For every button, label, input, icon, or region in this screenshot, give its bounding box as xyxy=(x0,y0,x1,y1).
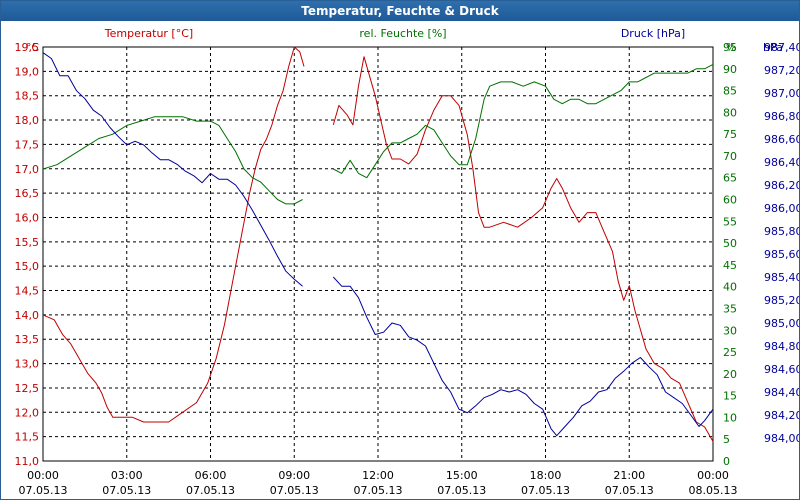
pressure-tick-label: 985,00 xyxy=(764,317,799,330)
pressure-tick-label: 986,00 xyxy=(764,202,799,215)
humidity-tick-label: 15 xyxy=(723,390,737,403)
pressure-tick-label: 986,20 xyxy=(764,179,799,192)
humidity-tick-label: 50 xyxy=(723,237,737,250)
pressure-tick-label: 987,40 xyxy=(764,41,799,54)
pressure-tick-label: 984,60 xyxy=(764,363,799,376)
humidity-tick-label: 20 xyxy=(723,368,737,381)
humidity-unit: % xyxy=(726,41,736,54)
pressure-line xyxy=(332,276,714,437)
temperature-line xyxy=(42,46,305,423)
temp-tick-label: 11,5 xyxy=(15,431,40,444)
humidity-tick-label: 35 xyxy=(723,302,737,315)
humidity-line xyxy=(333,63,714,179)
humidity-tick-label: 10 xyxy=(723,411,737,424)
x-tick-time: 03:00 xyxy=(111,469,143,482)
humidity-tick-label: 75 xyxy=(723,128,737,141)
x-tick-date: 07.05.13 xyxy=(186,484,235,497)
pressure-tick-label: 984,00 xyxy=(764,432,799,445)
humidity-tick-label: 55 xyxy=(723,215,737,228)
humidity-line xyxy=(42,116,303,205)
humidity-axis-title: rel. Feuchte [%] xyxy=(359,27,446,40)
x-tick-date: 07.05.13 xyxy=(521,484,570,497)
humidity-tick-label: 65 xyxy=(723,172,737,185)
temp-tick-label: 11,0 xyxy=(15,455,40,468)
humidity-tick-label: 45 xyxy=(723,259,737,272)
tick-labels: 00:00 07.05.13 03:00 07.05.13 06:00 07.05.13 0… xyxy=(15,41,800,497)
humidity-tick-label: 25 xyxy=(723,346,737,359)
temp-tick-label: 16,5 xyxy=(15,187,40,200)
temp-tick-label: 13,5 xyxy=(15,333,40,346)
humidity-tick-label: 85 xyxy=(723,85,737,98)
humidity-tick-label: 30 xyxy=(723,324,737,337)
temp-tick-label: 14,0 xyxy=(15,309,40,322)
window-title: Temperatur, Feuchte & Druck xyxy=(1,1,799,21)
x-tick-date: 07.05.13 xyxy=(605,484,654,497)
temp-tick-label: 17,5 xyxy=(15,138,40,151)
pressure-tick-label: 987,00 xyxy=(764,87,799,100)
pressure-tick-label: 985,40 xyxy=(764,271,799,284)
pressure-tick-label: 987,20 xyxy=(764,64,799,77)
temp-tick-label: 18,0 xyxy=(15,114,40,127)
x-tick-time: 12:00 xyxy=(362,469,394,482)
x-tick-time: 00:00 xyxy=(27,469,59,482)
pressure-tick-label: 986,60 xyxy=(764,133,799,146)
pressure-tick-label: 985,80 xyxy=(764,225,799,238)
series-lines xyxy=(42,46,714,442)
x-tick-date: 07.05.13 xyxy=(437,484,486,497)
temp-tick-label: 15,5 xyxy=(15,236,40,249)
x-tick-date: 07.05.13 xyxy=(102,484,151,497)
temp-tick-label: 16,0 xyxy=(15,211,40,224)
temp-tick-label: 19,0 xyxy=(15,65,40,78)
x-tick-time: 00:00 xyxy=(697,469,729,482)
x-tick-time: 15:00 xyxy=(446,469,478,482)
temp-tick-label: 13,0 xyxy=(15,358,40,371)
humidity-tick-label: 95 xyxy=(723,41,737,54)
temp-tick-label: 14,5 xyxy=(15,285,40,298)
temp-tick-label: 19,5 xyxy=(15,41,40,54)
temp-tick-label: 17,0 xyxy=(15,163,40,176)
pressure-tick-label: 984,40 xyxy=(764,386,799,399)
pressure-tick-label: 984,80 xyxy=(764,340,799,353)
humidity-tick-label: 0 xyxy=(723,455,730,468)
temp-axis-title: Temperatur [°C] xyxy=(104,27,193,40)
x-tick-time: 21:00 xyxy=(613,469,645,482)
humidity-tick-label: 80 xyxy=(723,106,737,119)
x-tick-time: 18:00 xyxy=(530,469,562,482)
x-tick-date: 07.05.13 xyxy=(270,484,319,497)
pressure-tick-label: 985,60 xyxy=(764,248,799,261)
temp-unit: °C xyxy=(26,41,40,54)
pressure-tick-label: 986,40 xyxy=(764,156,799,169)
axis-labels: Temperatur [°C] rel. Feuchte [%] Druck [… xyxy=(26,27,783,54)
temp-tick-label: 18,5 xyxy=(15,90,40,103)
humidity-tick-label: 5 xyxy=(723,433,730,446)
x-tick-date: 07.05.13 xyxy=(19,484,68,497)
pressure-tick-label: 984,20 xyxy=(764,409,799,422)
humidity-tick-label: 70 xyxy=(723,150,737,163)
humidity-tick-label: 60 xyxy=(723,194,737,207)
x-tick-date: 07.05.13 xyxy=(354,484,403,497)
temp-tick-label: 12,0 xyxy=(15,406,40,419)
grid-lines xyxy=(43,47,713,461)
pressure-axis-title: Druck [hPa] xyxy=(621,27,685,40)
temp-tick-label: 15,0 xyxy=(15,260,40,273)
pressure-tick-label: 985,20 xyxy=(764,294,799,307)
x-tick-time: 06:00 xyxy=(195,469,227,482)
humidity-tick-label: 40 xyxy=(723,281,737,294)
temp-tick-label: 12,5 xyxy=(15,382,40,395)
temperature-line xyxy=(332,56,714,442)
pressure-tick-label: 986,80 xyxy=(764,110,799,123)
humidity-tick-label: 90 xyxy=(723,63,737,76)
pressure-line xyxy=(42,52,303,287)
pressure-unit: hPa xyxy=(763,41,783,54)
x-tick-date: 08.05.13 xyxy=(689,484,738,497)
x-tick-time: 09:00 xyxy=(278,469,310,482)
